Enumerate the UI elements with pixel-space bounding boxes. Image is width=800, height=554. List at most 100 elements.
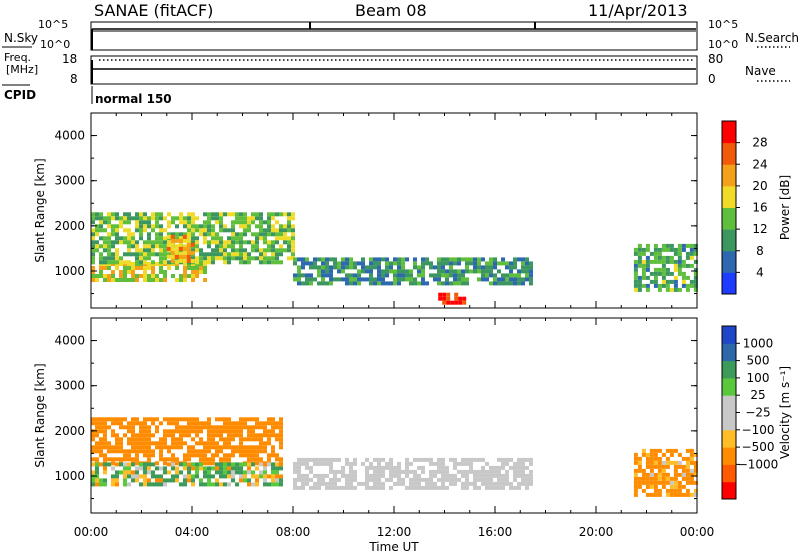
data-cell	[529, 265, 533, 270]
data-cell	[505, 469, 509, 474]
data-cell	[461, 485, 465, 490]
data-cell	[227, 212, 231, 217]
data-cell	[99, 220, 103, 225]
data-cell	[349, 477, 353, 482]
data-cell	[345, 481, 349, 486]
data-cell	[123, 482, 127, 487]
data-cell	[207, 220, 211, 225]
data-cell	[337, 277, 341, 282]
data-cell	[151, 252, 155, 257]
data-cell	[191, 482, 195, 487]
data-cell	[279, 224, 283, 229]
data-cell	[183, 462, 187, 467]
data-cell	[267, 260, 271, 265]
data-cell	[497, 457, 501, 462]
data-cell	[195, 244, 199, 249]
data-cell	[333, 265, 337, 270]
data-cell	[657, 287, 662, 292]
data-cell	[293, 465, 297, 470]
data-cell	[227, 425, 231, 430]
data-cell	[139, 236, 143, 241]
data-cell	[357, 277, 361, 282]
data-cell	[179, 437, 183, 442]
data-cell	[127, 232, 131, 237]
data-cell	[271, 478, 275, 483]
data-cell	[259, 252, 263, 257]
data-cell	[163, 417, 167, 422]
data-cell	[373, 277, 377, 282]
data-cell	[223, 240, 227, 245]
data-cell	[211, 433, 215, 438]
data-cell	[641, 476, 646, 481]
data-cell	[509, 273, 513, 278]
data-cell	[247, 437, 251, 442]
data-cell	[159, 212, 163, 217]
data-cell	[199, 256, 203, 261]
data-cell	[147, 266, 151, 270]
data-cell	[223, 228, 227, 233]
data-cell	[203, 470, 207, 475]
data-cell	[357, 281, 361, 286]
data-cell	[131, 252, 135, 257]
data-cell	[469, 269, 473, 274]
data-cell	[641, 247, 646, 252]
data-cell	[107, 220, 111, 225]
data-cell	[485, 481, 489, 486]
data-cell	[641, 488, 646, 493]
data-cell	[91, 266, 95, 270]
data-cell	[135, 474, 139, 479]
data-cell	[251, 445, 255, 450]
data-cell	[219, 248, 223, 253]
data-cell	[119, 470, 123, 475]
data-cell	[259, 441, 263, 446]
data-cell	[453, 281, 457, 286]
data-cell	[353, 277, 357, 282]
data-cell	[95, 449, 99, 454]
data-cell	[255, 437, 259, 442]
data-cell	[665, 448, 670, 453]
data-cell	[271, 474, 275, 479]
data-cell	[219, 474, 223, 479]
data-cell	[123, 240, 127, 245]
data-cell	[147, 470, 151, 475]
data-cell	[673, 267, 678, 272]
data-cell	[287, 248, 291, 253]
data-cell	[215, 441, 219, 446]
data-cell	[155, 445, 159, 450]
data-cell	[247, 417, 251, 422]
data-cell	[297, 269, 301, 274]
data-cell	[119, 240, 123, 245]
data-cell	[95, 445, 99, 450]
data-cell	[421, 265, 425, 270]
data-cell	[449, 257, 453, 262]
data-cell	[207, 478, 211, 483]
data-cell	[369, 281, 373, 286]
data-cell	[195, 453, 199, 458]
data-cell	[653, 247, 658, 252]
data-cell	[437, 485, 441, 490]
data-cell	[147, 252, 151, 257]
data-cell	[147, 224, 151, 229]
data-cell	[279, 445, 283, 450]
data-cell	[259, 470, 263, 475]
colorbar-tick-label: 1000	[743, 336, 774, 350]
data-cell	[685, 468, 690, 473]
data-cell	[433, 277, 437, 282]
nsearch-label: N.Search	[745, 31, 800, 45]
data-cell	[223, 482, 227, 487]
data-cell	[685, 488, 690, 493]
data-cell	[641, 259, 646, 264]
data-cell	[147, 433, 151, 438]
data-cell	[231, 462, 235, 467]
data-cell	[203, 266, 207, 270]
data-cell	[139, 228, 143, 233]
data-cell	[99, 441, 103, 446]
x-tick-label: 04:00	[175, 525, 210, 539]
data-cell	[381, 281, 385, 286]
data-cell	[155, 466, 159, 471]
data-cell	[107, 256, 111, 261]
data-cell	[665, 287, 670, 292]
data-cell	[267, 462, 271, 467]
data-cell	[271, 232, 275, 237]
data-cell	[215, 417, 219, 422]
